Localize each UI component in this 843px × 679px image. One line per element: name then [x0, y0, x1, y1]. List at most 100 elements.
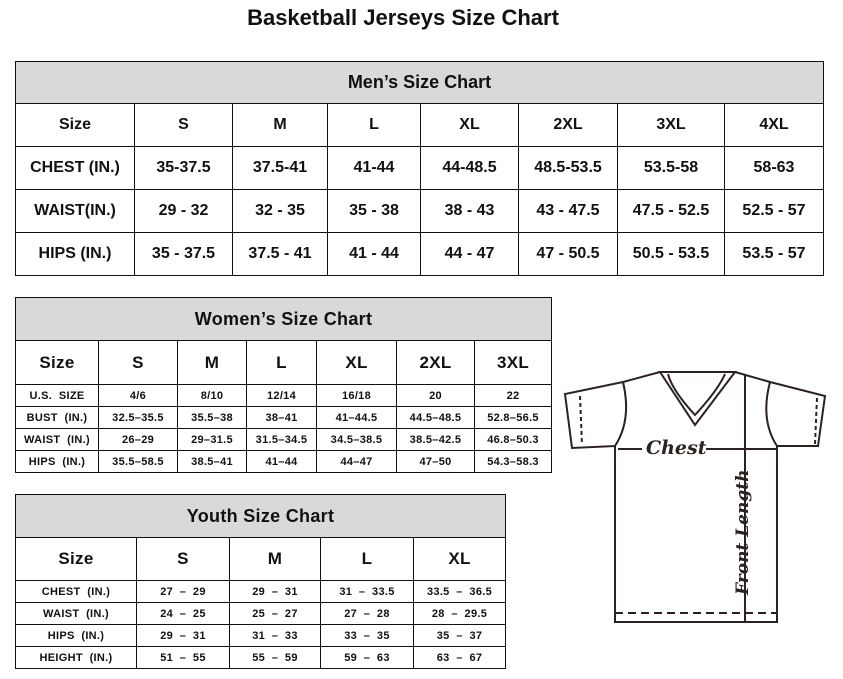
measurement-cell: 33 – 35	[320, 624, 414, 647]
row-label: U.S. SIZE	[15, 384, 99, 407]
size-column-header: L	[246, 340, 317, 385]
measurement-cell: 25 – 27	[229, 602, 321, 625]
measurement-cell: 35 - 38	[327, 189, 421, 233]
measurement-cell: 35.5–58.5	[98, 450, 178, 473]
mens-size-table: Men’s Size Chart Size S M L XL 2XL 3XL 4XL CHEST …	[15, 61, 824, 276]
table-row: WAIST (IN.) 24 – 25 25 – 27 27 – 28 28 – 29.…	[15, 602, 507, 625]
row-label: BUST (IN.)	[15, 406, 99, 429]
measurement-cell: 43 - 47.5	[518, 189, 618, 233]
table-row: BUST (IN.) 32.5–35.5 35.5–38 38–41 41–44.5 44…	[15, 406, 553, 429]
measurement-cell: 33.5 – 36.5	[412, 580, 507, 603]
measurement-cell: 29 - 32	[134, 189, 233, 233]
measurement-cell: 38.5–42.5	[396, 428, 475, 451]
measurement-cell: 31 – 33.5	[320, 580, 414, 603]
measurement-cell: 16/18	[316, 384, 397, 407]
right-armhole	[765, 381, 778, 447]
measurement-cell: 44-48.5	[420, 146, 519, 190]
size-header-row: Size S M L XL	[15, 537, 507, 581]
measurement-cell: 44.5–48.5	[396, 406, 475, 429]
row-label: HIPS (IN.)	[15, 624, 137, 647]
table-row: HIPS (IN.) 29 – 31 31 – 33 33 – 35 35 – 37	[15, 624, 507, 647]
table-row: HEIGHT (IN.) 51 – 55 55 – 59 59 – 63 63 – 67	[15, 646, 507, 669]
size-header-row: Size S M L XL 2XL 3XL 4XL	[15, 103, 824, 147]
table-title: Women’s Size Chart	[14, 297, 553, 341]
measurement-cell: 50.5 - 53.5	[617, 232, 725, 276]
measurement-cell: 38.5–41	[177, 450, 247, 473]
measurement-cell: 26–29	[98, 428, 178, 451]
table-title: Youth Size Chart	[14, 494, 507, 538]
size-column-header: L	[327, 103, 421, 147]
measurement-cell: 29 – 31	[136, 624, 230, 647]
size-column-header: S	[134, 103, 233, 147]
measurement-cell: 52.5 - 57	[724, 189, 824, 233]
measurement-cell: 47–50	[396, 450, 475, 473]
measurement-cell: 27 – 29	[136, 580, 230, 603]
size-column-header: 4XL	[724, 103, 824, 147]
table-row: U.S. SIZE 4/6 8/10 12/14 16/18 20 22	[15, 384, 553, 407]
row-label: HEIGHT (IN.)	[15, 646, 137, 669]
measurement-cell: 35.5–38	[177, 406, 247, 429]
measurement-cell: 35 – 37	[412, 624, 507, 647]
measurement-cell: 47.5 - 52.5	[617, 189, 725, 233]
row-label: WAIST (IN.)	[15, 602, 137, 625]
measurement-cell: 28 – 29.5	[412, 602, 507, 625]
measurement-cell: 53.5-58	[617, 146, 725, 190]
measurement-cell: 31.5–34.5	[246, 428, 317, 451]
measurement-cell: 48.5-53.5	[518, 146, 618, 190]
measurement-cell: 59 – 63	[320, 646, 414, 669]
size-column-header: XL	[316, 340, 397, 385]
measurement-cell: 44–47	[316, 450, 397, 473]
measurement-cell: 58-63	[724, 146, 824, 190]
measurement-cell: 47 - 50.5	[518, 232, 618, 276]
front-length-label: Front Length	[733, 470, 753, 596]
size-label: Size	[15, 537, 137, 581]
shirt-outline	[563, 371, 827, 623]
page-title: Basketball Jerseys Size Chart	[247, 5, 559, 30]
measurement-cell: 37.5 - 41	[232, 232, 328, 276]
measurement-cell: 41–44.5	[316, 406, 397, 429]
measurement-cell: 31 – 33	[229, 624, 321, 647]
size-column-header: L	[320, 537, 414, 581]
measurement-cell: 12/14	[246, 384, 317, 407]
measurement-cell: 29 – 31	[229, 580, 321, 603]
measurement-cell: 53.5 - 57	[724, 232, 824, 276]
size-label: Size	[15, 103, 135, 147]
measurement-cell: 54.3–58.3	[473, 450, 553, 473]
table-row: WAIST(IN.) 29 - 32 32 - 35 35 - 38 38 - 43 43…	[15, 189, 824, 233]
youth-size-table: Youth Size Chart Size S M L XL CHEST (IN.) 27 –…	[14, 494, 507, 669]
measurement-cell: 46.8–50.3	[473, 428, 553, 451]
size-column-header: M	[229, 537, 321, 581]
measurement-cell: 24 – 25	[136, 602, 230, 625]
measurement-cell: 38–41	[246, 406, 317, 429]
row-label: HIPS (IN.)	[15, 232, 135, 276]
measurement-cell: 37.5-41	[232, 146, 328, 190]
size-column-header: XL	[420, 103, 519, 147]
size-label: Size	[15, 340, 99, 385]
size-column-header: M	[232, 103, 328, 147]
measurement-cell: 20	[396, 384, 475, 407]
size-column-header: 2XL	[518, 103, 618, 147]
row-label: CHEST (IN.)	[15, 580, 137, 603]
measurement-cell: 35 - 37.5	[134, 232, 233, 276]
measurement-cell: 34.5–38.5	[316, 428, 397, 451]
measurement-cell: 35-37.5	[134, 146, 233, 190]
measurement-cell: 63 – 67	[412, 646, 507, 669]
row-label: WAIST (IN.)	[15, 428, 99, 451]
measurement-cell: 8/10	[177, 384, 247, 407]
measurement-cell: 44 - 47	[420, 232, 519, 276]
row-label: HIPS (IN.)	[15, 450, 99, 473]
size-column-header: S	[98, 340, 178, 385]
measurement-cell: 41 - 44	[327, 232, 421, 276]
table-row: WAIST (IN.) 26–29 29–31.5 31.5–34.5 34.5–38.…	[15, 428, 553, 451]
measurement-cell: 55 – 59	[229, 646, 321, 669]
row-label: CHEST (IN.)	[15, 146, 135, 190]
size-column-header: S	[136, 537, 230, 581]
jersey-diagram: Chest Front Length	[563, 371, 827, 623]
measurement-cell: 38 - 43	[420, 189, 519, 233]
size-column-header: 2XL	[396, 340, 475, 385]
measurement-cell: 41–44	[246, 450, 317, 473]
table-row: HIPS (IN.) 35.5–58.5 38.5–41 41–44 44–47 47–5…	[15, 450, 553, 473]
measurement-cell: 41-44	[327, 146, 421, 190]
size-header-row: Size S M L XL 2XL 3XL	[15, 340, 553, 385]
table-row: CHEST (IN.) 35-37.5 37.5-41 41-44 44-48.5 48.…	[15, 146, 824, 190]
